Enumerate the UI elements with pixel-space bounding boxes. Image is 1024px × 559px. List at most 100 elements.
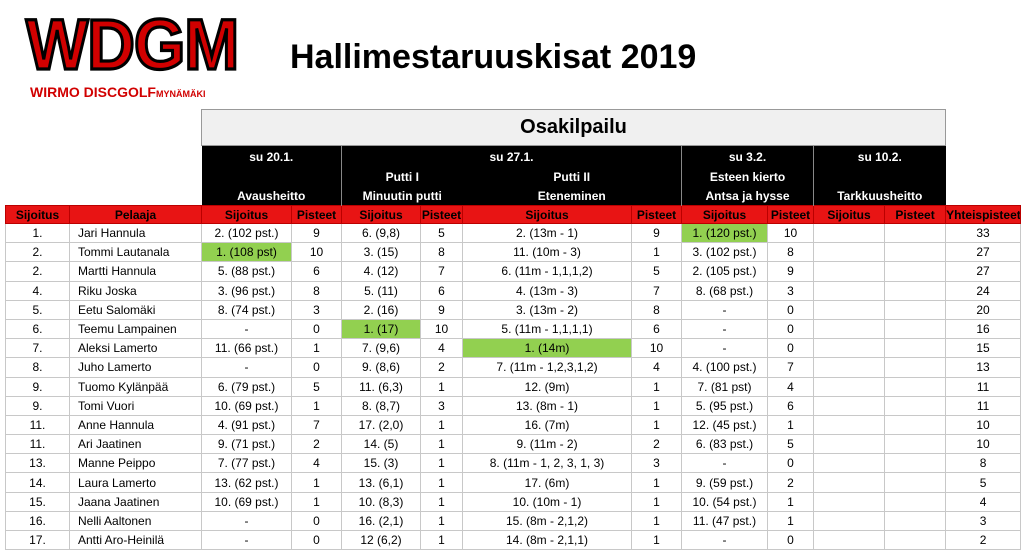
e5-placement-cell <box>813 242 885 263</box>
position-cell: 9. <box>5 395 70 416</box>
e2-placement-cell: 9. (8,6) <box>341 357 421 378</box>
e4-placement-cell: 12. (45 pst.) <box>681 414 768 436</box>
date-avausheitto: su 20.1. <box>201 145 342 168</box>
col-e5-sijoitus: Sijoitus <box>813 205 885 224</box>
e5-placement-cell <box>813 472 885 493</box>
e2-points-cell: 9 <box>420 299 463 320</box>
e3-placement-cell: 14. (8m - 2,1,1) <box>462 529 632 551</box>
wdgm-logo: WDGM WIRMO DISCGOLFMYNÄMÄKI <box>4 2 240 104</box>
e2-points-cell: 2 <box>420 357 463 378</box>
col-e1-sijoitus: Sijoitus <box>201 205 292 224</box>
date-esteen-kierto: su 3.2. <box>681 145 814 168</box>
e5-placement-cell <box>813 338 885 359</box>
table-row: 5. Eetu Salomäki 8. (74 pst.) 3 2. (16) 9 3. (… <box>5 299 1022 320</box>
e2-points-cell: 1 <box>420 529 463 551</box>
e2-points-cell: 1 <box>420 453 463 474</box>
e1-placement-cell: - <box>201 357 292 378</box>
event-tarkkuus: Tarkkuusheitto <box>812 186 946 206</box>
total-points-cell: 15 <box>945 338 1022 359</box>
e5-placement-cell <box>813 491 885 512</box>
player-name-cell: Tuomo Kylänpää <box>69 376 202 397</box>
e4-points-cell: 6 <box>767 395 814 416</box>
position-cell: 4. <box>5 280 70 301</box>
e1-placement-cell: 2. (102 pst.) <box>201 222 292 244</box>
table-row: 1. Jari Hannula 2. (102 pst.) 9 6. (9,8) 5 2. … <box>5 222 1022 244</box>
e1-placement-cell: 9. (71 pst.) <box>201 434 292 455</box>
e1-placement-cell: 1. (108 pst) <box>201 242 292 263</box>
e1-points-cell: 0 <box>291 529 342 551</box>
e4-placement-cell: 10. (54 pst.) <box>681 491 768 512</box>
total-points-cell: 10 <box>945 414 1022 436</box>
e5-placement-cell <box>813 222 885 244</box>
table-row: 9. Tuomo Kylänpää 6. (79 pst.) 5 11. (6,3) 1 1… <box>5 376 1022 397</box>
e4-points-cell: 7 <box>767 357 814 378</box>
total-points-cell: 4 <box>945 491 1022 512</box>
e5-points-cell <box>883 299 947 320</box>
event-avausheitto: Avausheitto <box>201 186 342 206</box>
e4-placement-cell: 6. (83 pst.) <box>681 434 768 455</box>
e5-placement-cell <box>813 318 885 340</box>
e2-points-cell: 1 <box>420 376 463 397</box>
e1-placement-cell: 10. (69 pst.) <box>201 491 292 512</box>
e3-points-cell: 1 <box>631 491 682 512</box>
event-putti1-subtitle: Minuutin putti <box>341 186 463 206</box>
table-row: 13. Manne Peippo 7. (77 pst.) 4 15. (3) 1 8. (… <box>5 453 1022 474</box>
total-points-cell: 20 <box>945 299 1022 320</box>
e5-points-cell <box>883 338 947 359</box>
event-esteen-subtitle: Antsa ja hysse <box>681 186 814 206</box>
e3-points-cell: 7 <box>631 280 682 301</box>
e1-placement-cell: 11. (66 pst.) <box>201 338 292 359</box>
e4-placement-cell: - <box>681 318 768 340</box>
e2-placement-cell: 10. (8,3) <box>341 491 421 512</box>
position-cell: 11. <box>5 434 70 455</box>
player-name-cell: Eetu Salomäki <box>69 299 202 320</box>
total-points-cell: 10 <box>945 434 1022 455</box>
e5-points-cell <box>883 510 947 532</box>
e3-placement-cell: 9. (11m - 2) <box>462 434 632 455</box>
e3-points-cell: 1 <box>631 472 682 493</box>
e5-points-cell <box>883 453 947 474</box>
total-points-cell: 27 <box>945 242 1022 263</box>
e2-placement-cell: 17. (2,0) <box>341 414 421 436</box>
total-points-cell: 5 <box>945 472 1022 493</box>
position-cell: 6. <box>5 318 70 340</box>
page-title: Hallimestaruuskisat 2019 <box>290 38 697 76</box>
e5-points-cell <box>883 280 947 301</box>
e5-placement-cell <box>813 414 885 436</box>
e5-placement-cell <box>813 529 885 551</box>
e1-points-cell: 7 <box>291 414 342 436</box>
player-name-cell: Antti Aro-Heinilä <box>69 529 202 551</box>
col-sijoitus: Sijoitus <box>5 205 70 224</box>
e3-placement-cell: 16. (7m) <box>462 414 632 436</box>
e2-placement-cell: 16. (2,1) <box>341 510 421 532</box>
e4-placement-cell: 7. (81 pst) <box>681 376 768 397</box>
e3-placement-cell: 15. (8m - 2,1,2) <box>462 510 632 532</box>
total-points-cell: 24 <box>945 280 1022 301</box>
e4-placement-cell: 3. (102 pst.) <box>681 242 768 263</box>
e3-points-cell: 3 <box>631 453 682 474</box>
e4-placement-cell: - <box>681 529 768 551</box>
e1-points-cell: 3 <box>291 299 342 320</box>
e2-placement-cell: 15. (3) <box>341 453 421 474</box>
e4-points-cell: 8 <box>767 242 814 263</box>
e2-points-cell: 3 <box>420 395 463 416</box>
col-e3-pisteet: Pisteet <box>631 205 682 224</box>
e1-points-cell: 1 <box>291 472 342 493</box>
e3-placement-cell: 11. (10m - 3) <box>462 242 632 263</box>
player-name-cell: Aleksi Lamerto <box>69 338 202 359</box>
e2-placement-cell: 14. (5) <box>341 434 421 455</box>
e2-points-cell: 6 <box>420 280 463 301</box>
e3-points-cell: 5 <box>631 261 682 282</box>
e2-placement-cell: 7. (9,6) <box>341 338 421 359</box>
player-name-cell: Ari Jaatinen <box>69 434 202 455</box>
total-points-cell: 3 <box>945 510 1022 532</box>
e1-placement-cell: 4. (91 pst.) <box>201 414 292 436</box>
table-row: 4. Riku Joska 3. (96 pst.) 8 5. (11) 6 4. (13m… <box>5 280 1022 301</box>
date-putti: su 27.1. <box>341 145 682 168</box>
position-cell: 15. <box>5 491 70 512</box>
e3-placement-cell: 1. (14m) <box>462 338 632 359</box>
table-row: 9. Tomi Vuori 10. (69 pst.) 1 8. (8,7) 3 13. (… <box>5 395 1022 416</box>
e4-placement-cell: - <box>681 338 768 359</box>
col-e3-sijoitus: Sijoitus <box>462 205 632 224</box>
e5-points-cell <box>883 261 947 282</box>
